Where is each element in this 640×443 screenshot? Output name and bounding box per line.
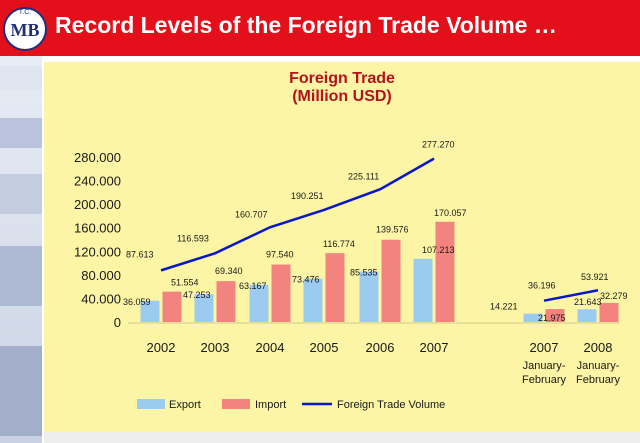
chart-panel	[44, 62, 640, 433]
import-bar	[216, 281, 236, 322]
export-data-label: 85.535	[350, 268, 378, 278]
volume-data-label: 190.251	[291, 191, 324, 201]
export-data-label: 107.213	[422, 245, 455, 255]
import-data-label: 139.576	[376, 225, 409, 235]
x-category-label: 2004	[256, 340, 285, 355]
stripe-block	[0, 246, 42, 306]
y-tick-label: 160.000	[74, 221, 121, 236]
x-category-label: 2008	[584, 340, 613, 355]
export-bar	[140, 300, 160, 322]
y-tick-label: 80.000	[81, 268, 121, 283]
logo-tc-text: T.C.	[19, 9, 32, 16]
y-tick-label: 200.000	[74, 197, 121, 212]
import-bar	[271, 264, 291, 322]
mb-logo-icon: T.C. MB	[3, 7, 47, 51]
volume-data-label: 277.270	[422, 140, 455, 150]
export-bar	[577, 309, 597, 322]
import-data-label: 21.975	[538, 313, 566, 323]
import-bar	[599, 302, 619, 322]
import-data-label: 69.340	[215, 266, 243, 276]
chart-title: Foreign Trade (Million USD)	[44, 70, 640, 106]
volume-data-label: 36.196	[528, 281, 556, 291]
x-category-label: 2007	[530, 340, 559, 355]
export-data-label: 21.643	[574, 297, 602, 307]
export-bar	[523, 313, 543, 322]
y-tick-label: 240.000	[74, 174, 121, 189]
import-bar	[545, 309, 565, 322]
legend-export-swatch	[137, 399, 165, 409]
stripe-block	[0, 66, 42, 90]
legend-volume-label: Foreign Trade Volume	[337, 399, 445, 411]
import-data-label: 97.540	[266, 250, 294, 260]
chart-title-line-2: (Million USD)	[292, 88, 392, 105]
legend-import-swatch	[222, 399, 250, 409]
volume-data-label: 225.111	[348, 171, 379, 181]
export-bar	[413, 258, 433, 322]
y-tick-label: 0	[114, 315, 121, 330]
x-category-label: 2002	[147, 340, 176, 355]
legend-import-label: Import	[255, 399, 286, 411]
footer-band	[44, 432, 640, 443]
import-data-label: 170.057	[434, 208, 467, 218]
left-decor-stripe	[0, 56, 42, 443]
slide-header: T.C. MB Record Levels of the Foreign Tra…	[0, 0, 640, 56]
legend-export-label: Export	[169, 399, 201, 411]
export-bar	[359, 271, 379, 322]
y-tick-label: 40.000	[81, 291, 121, 306]
import-data-label: 51.554	[171, 278, 199, 288]
export-data-label: 14.221	[490, 302, 518, 312]
volume-line	[160, 157, 435, 272]
import-bar	[435, 221, 455, 322]
x-category-sublabel: February	[576, 374, 621, 386]
export-bar	[249, 284, 269, 322]
export-data-label: 63.167	[239, 281, 267, 291]
export-bar	[194, 294, 214, 322]
import-bar	[381, 239, 401, 322]
export-data-label: 73.476	[292, 275, 320, 285]
x-category-sublabel: January-	[577, 360, 620, 372]
stripe-block	[0, 174, 42, 214]
y-tick-label: 280.000	[74, 150, 121, 165]
import-data-label: 116.774	[323, 239, 355, 249]
volume-data-label: 160.707	[235, 209, 268, 219]
stripe-block	[0, 346, 42, 436]
stripe-block	[0, 118, 42, 148]
x-category-label: 2006	[366, 340, 395, 355]
volume-data-label: 53.921	[581, 272, 609, 282]
export-data-label: 47.253	[183, 290, 211, 300]
x-category-label: 2003	[201, 340, 230, 355]
x-category-label: 2005	[310, 340, 339, 355]
volume-line	[543, 288, 599, 302]
x-category-sublabel: January-	[523, 360, 566, 372]
export-bar	[303, 278, 323, 322]
y-tick-label: 120.000	[74, 244, 121, 259]
import-data-label: 32.279	[600, 291, 628, 301]
logo-mark-text: MB	[11, 20, 40, 40]
chart-title-line-1: Foreign Trade	[289, 70, 395, 87]
x-category-label: 2007	[420, 340, 449, 355]
import-bar	[162, 291, 182, 322]
x-category-sublabel: February	[522, 374, 567, 386]
export-data-label: 36.059	[123, 297, 151, 307]
volume-data-label: 116.593	[177, 233, 209, 243]
slide-title: Record Levels of the Foreign Trade Volum…	[55, 12, 557, 38]
volume-data-label: 87.613	[126, 249, 154, 259]
import-bar	[325, 253, 345, 322]
